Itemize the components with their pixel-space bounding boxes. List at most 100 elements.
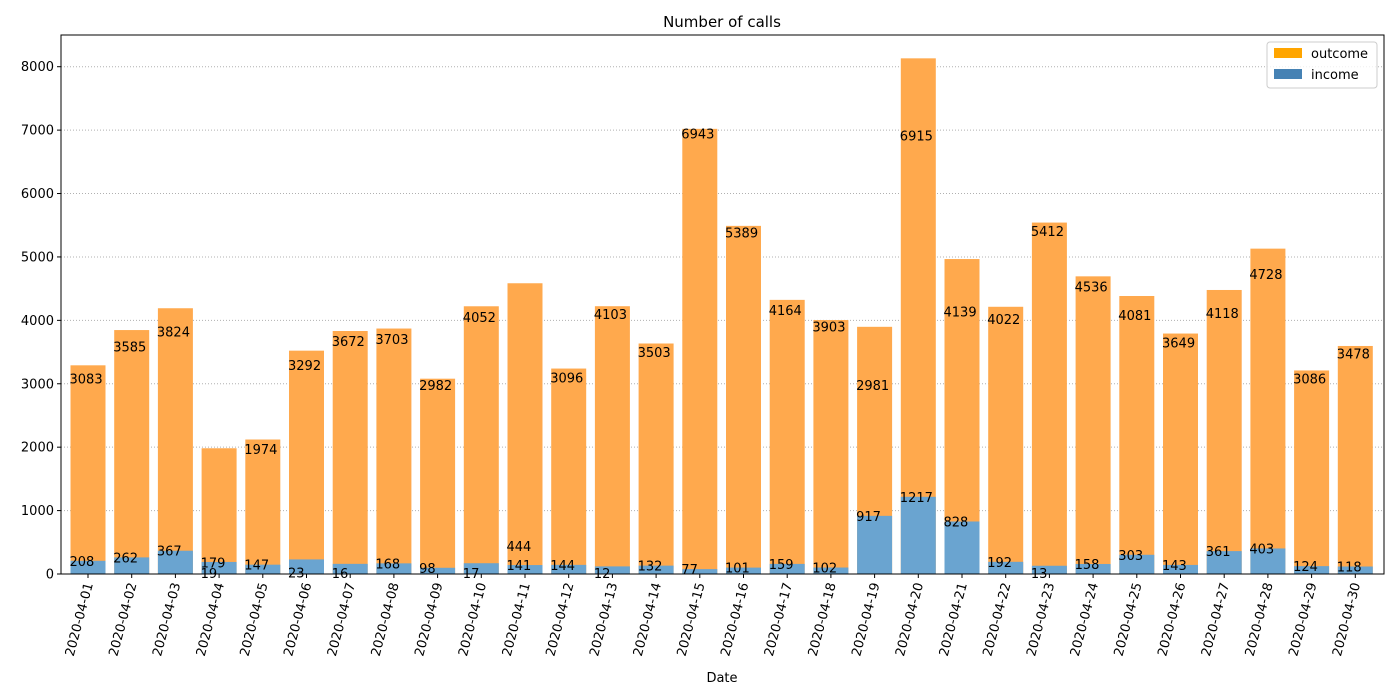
bar-outcome [551, 368, 587, 574]
bar-outcome [594, 306, 630, 574]
data-label-outcome: 5412 [1031, 225, 1064, 240]
y-tick-label: 6000 [21, 187, 54, 202]
x-tick-label: 2020-04-30 [1330, 581, 1364, 658]
data-label-income: 168 [375, 557, 400, 572]
x-tick-label: 2020-04-09 [412, 581, 446, 658]
x-tick-label: 2020-04-22 [981, 581, 1015, 658]
bar-income [726, 567, 761, 574]
x-tick-label: 2020-04-05 [238, 581, 272, 658]
data-label-income: 147 [244, 559, 269, 574]
bar-income [507, 565, 543, 574]
data-label-income: 141 [507, 559, 532, 574]
data-label-income: 118 [1337, 561, 1362, 576]
x-tick-label: 2020-04-14 [631, 581, 665, 658]
bar-income [332, 563, 368, 574]
data-label-income: 132 [638, 560, 663, 575]
data-label-outcome: 444 [507, 540, 532, 555]
bar-outcome [420, 378, 456, 574]
data-label-income: 143 [1162, 559, 1187, 574]
bar-income [594, 566, 630, 574]
bar-outcome [638, 343, 674, 574]
bar-income [1206, 551, 1242, 574]
x-tick-label: 2020-04-04 [194, 581, 228, 658]
data-label-income: 13 [1031, 567, 1048, 582]
x-tick-label: 2020-04-06 [281, 581, 315, 658]
data-label-outcome: 5389 [725, 226, 758, 241]
bar-income [1294, 566, 1330, 574]
x-tick-label: 2020-04-28 [1243, 581, 1277, 658]
legend-label-outcome: outcome [1311, 47, 1368, 62]
bar-income [1250, 548, 1286, 574]
data-label-outcome: 3585 [113, 341, 146, 356]
data-label-income: 98 [419, 562, 436, 577]
data-label-outcome: 3903 [812, 321, 845, 336]
y-axis: 0 1000 2000 3000 4000 5000 6000 7000 8000 [21, 60, 61, 583]
bar-income [900, 496, 936, 574]
legend: outcome income [1266, 41, 1378, 89]
data-label-outcome: 1974 [244, 443, 277, 458]
bar-outcome [245, 439, 281, 574]
x-tick-label: 2020-04-01 [63, 581, 97, 658]
x-tick-label: 2020-04-25 [1112, 581, 1146, 658]
bar-outcome [682, 128, 718, 574]
data-label-outcome: 3478 [1337, 347, 1370, 362]
data-label-income: 303 [1118, 549, 1143, 564]
data-label-outcome: 3672 [332, 335, 365, 350]
x-tick-label: 2020-04-27 [1199, 581, 1233, 658]
data-label-outcome: 3096 [550, 372, 583, 387]
plot-frame [60, 34, 1385, 575]
x-tick-label: 2020-04-24 [1068, 581, 1102, 658]
chart-title: Number of calls [663, 13, 781, 31]
data-label-outcome: 4118 [1206, 307, 1239, 322]
data-label-outcome: 2981 [856, 379, 889, 394]
x-tick-label: 2020-04-21 [937, 581, 971, 658]
x-tick-label: 2020-04-13 [587, 581, 621, 658]
bar-outcome [114, 330, 150, 574]
data-label-income: 102 [812, 562, 837, 577]
bar-outcome [813, 320, 849, 574]
x-tick-label: 2020-04-20 [893, 581, 927, 658]
x-tick-label: 2020-04-29 [1286, 581, 1320, 658]
data-label-income: 101 [725, 562, 750, 577]
legend-label-income: income [1311, 68, 1359, 83]
bar-income [245, 564, 281, 574]
bar-outcome [157, 308, 193, 574]
data-label-outcome: 4139 [944, 306, 977, 321]
data-label-outcome: 2982 [419, 379, 452, 394]
x-tick-label: 2020-04-17 [762, 581, 796, 658]
bar-income [463, 563, 499, 574]
data-label-outcome: 3649 [1162, 337, 1195, 352]
bar-income [376, 563, 412, 574]
y-tick-label: 2000 [21, 441, 54, 456]
x-tick-label: 2020-04-26 [1155, 581, 1189, 658]
bar-outcome [332, 331, 368, 574]
bar-outcome [1031, 222, 1067, 574]
data-label-outcome: 4022 [987, 313, 1020, 328]
bar-income [1119, 554, 1155, 574]
data-label-income: 361 [1206, 545, 1231, 560]
legend-swatch-outcome [1274, 48, 1302, 58]
data-label-outcome: 179 [201, 557, 226, 572]
bar-income [769, 563, 805, 574]
bar-outcome [1206, 289, 1242, 574]
x-tick-label: 2020-04-16 [718, 581, 752, 658]
bar-income [114, 557, 150, 574]
data-label-outcome: 3703 [375, 333, 408, 348]
bar-outcome [1294, 370, 1330, 574]
bar-outcome [201, 448, 237, 574]
data-label-outcome: 3503 [638, 346, 671, 361]
data-label-outcome: 6915 [900, 130, 933, 145]
bar-income [944, 521, 980, 574]
bar-income [988, 561, 1024, 574]
x-axis: 2020-04-01 2020-04-02 2020-04-03 2020-04-04… [63, 574, 1364, 658]
x-tick-label: 2020-04-08 [369, 581, 403, 658]
data-label-income: 403 [1249, 542, 1274, 557]
x-tick-label: 2020-04-12 [544, 581, 578, 658]
bar-outcome [289, 350, 324, 574]
bars [70, 58, 1373, 575]
bar-outcome [900, 58, 936, 575]
data-label-income: 367 [157, 545, 182, 560]
bar-outcome [726, 225, 761, 574]
data-label-outcome: 3824 [157, 326, 190, 341]
bar-outcome [769, 299, 805, 574]
